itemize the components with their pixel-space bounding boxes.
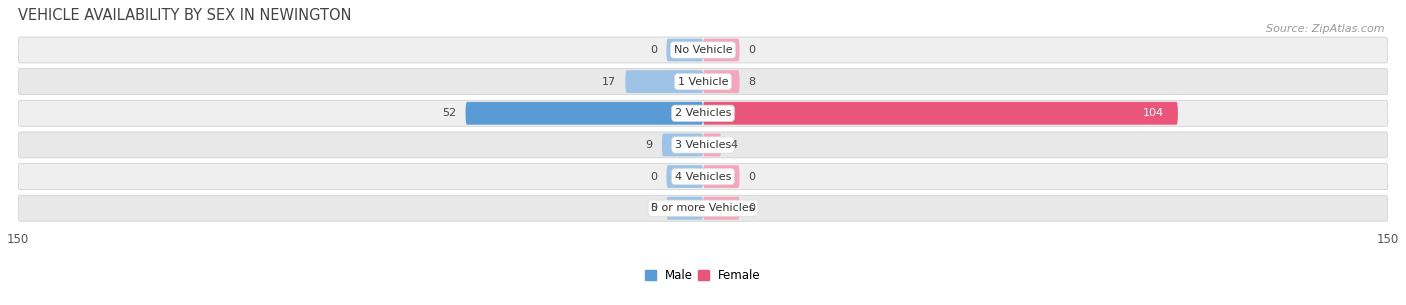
Text: 0: 0 [651, 45, 658, 55]
Text: 52: 52 [443, 108, 457, 118]
Text: 0: 0 [651, 203, 658, 213]
FancyBboxPatch shape [703, 102, 1178, 125]
FancyBboxPatch shape [18, 163, 1388, 190]
FancyBboxPatch shape [703, 197, 740, 220]
Text: 5 or more Vehicles: 5 or more Vehicles [651, 203, 755, 213]
Text: 0: 0 [748, 45, 755, 55]
Text: 8: 8 [748, 77, 756, 87]
FancyBboxPatch shape [703, 38, 740, 61]
FancyBboxPatch shape [626, 70, 703, 93]
FancyBboxPatch shape [18, 100, 1388, 126]
FancyBboxPatch shape [703, 165, 740, 188]
FancyBboxPatch shape [18, 195, 1388, 221]
Text: Source: ZipAtlas.com: Source: ZipAtlas.com [1267, 24, 1385, 34]
Text: No Vehicle: No Vehicle [673, 45, 733, 55]
Text: 104: 104 [1143, 108, 1164, 118]
FancyBboxPatch shape [18, 69, 1388, 95]
FancyBboxPatch shape [703, 70, 740, 93]
Text: 3 Vehicles: 3 Vehicles [675, 140, 731, 150]
Text: 0: 0 [748, 172, 755, 181]
FancyBboxPatch shape [666, 197, 703, 220]
FancyBboxPatch shape [18, 132, 1388, 158]
FancyBboxPatch shape [703, 134, 721, 156]
FancyBboxPatch shape [662, 134, 703, 156]
FancyBboxPatch shape [465, 102, 703, 125]
Text: 0: 0 [651, 172, 658, 181]
Legend: Male, Female: Male, Female [641, 264, 765, 287]
FancyBboxPatch shape [666, 38, 703, 61]
Text: 17: 17 [602, 77, 616, 87]
Text: 0: 0 [748, 203, 755, 213]
Text: 1 Vehicle: 1 Vehicle [678, 77, 728, 87]
FancyBboxPatch shape [18, 37, 1388, 63]
Text: 2 Vehicles: 2 Vehicles [675, 108, 731, 118]
Text: 4 Vehicles: 4 Vehicles [675, 172, 731, 181]
Text: 4: 4 [730, 140, 738, 150]
Text: VEHICLE AVAILABILITY BY SEX IN NEWINGTON: VEHICLE AVAILABILITY BY SEX IN NEWINGTON [18, 8, 352, 23]
Text: 9: 9 [645, 140, 652, 150]
FancyBboxPatch shape [666, 165, 703, 188]
